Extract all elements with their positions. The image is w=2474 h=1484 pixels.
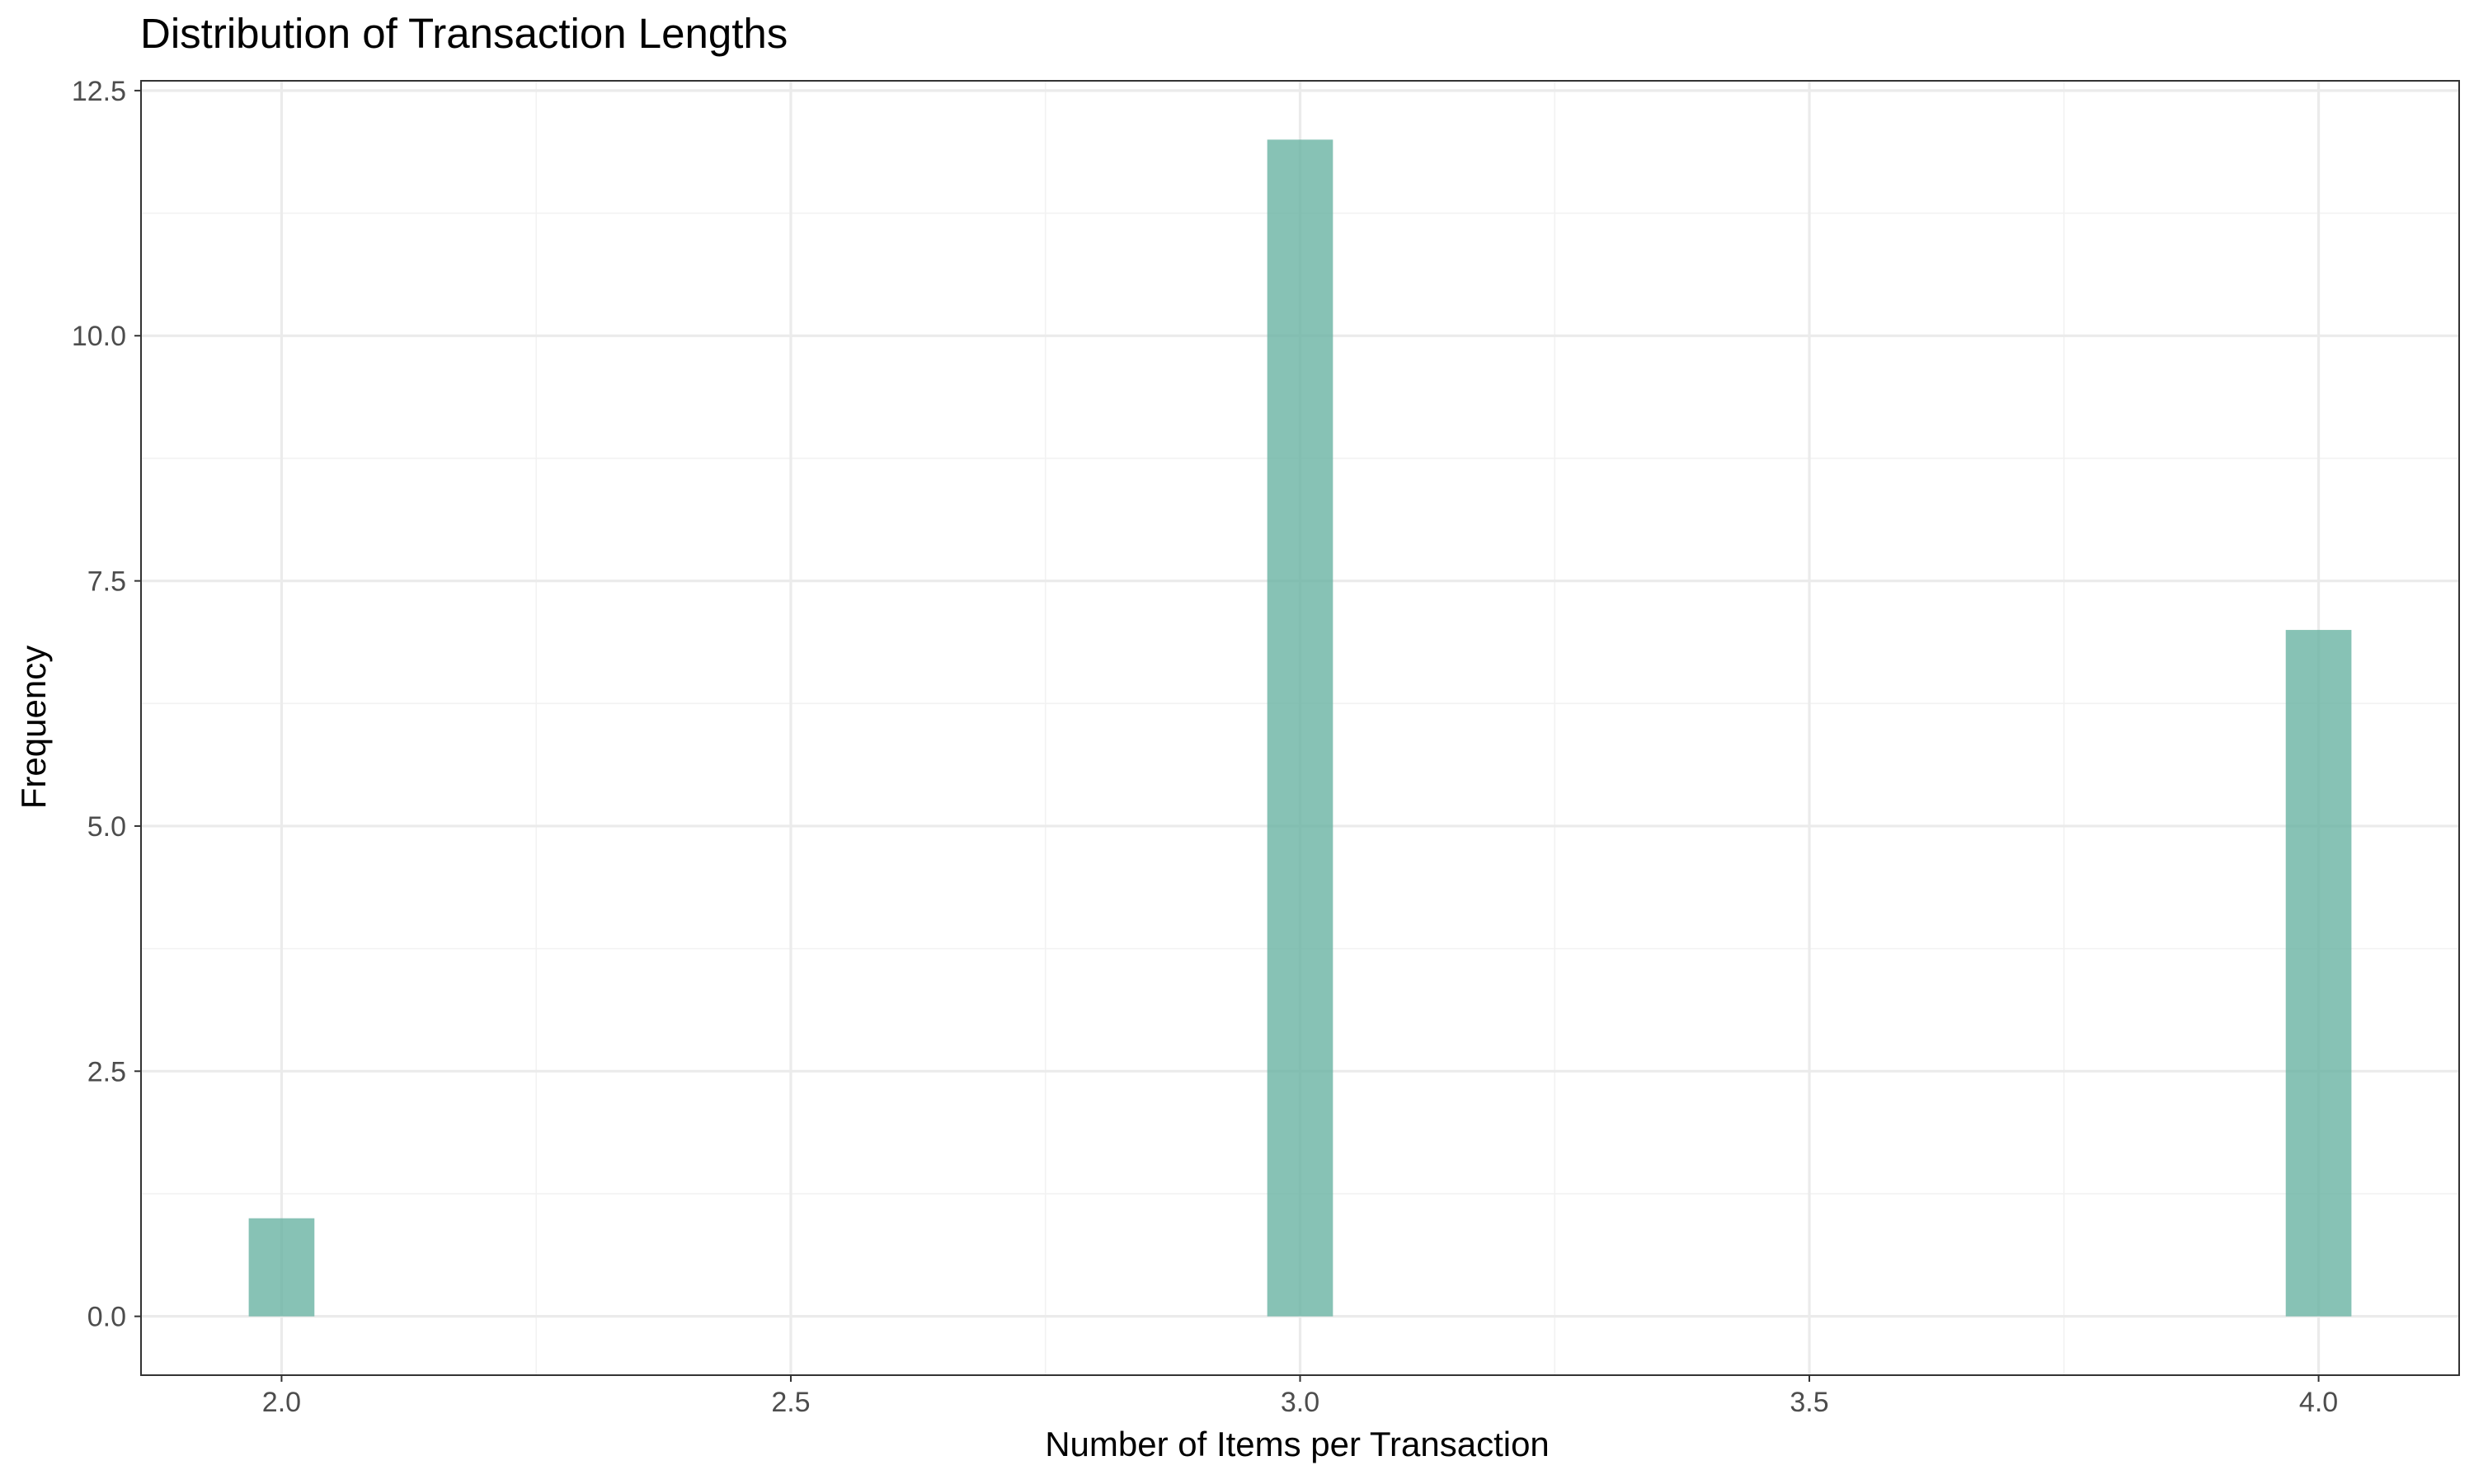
y-tick-label: 12.5 (72, 76, 126, 107)
x-tick-label: 4.0 (2299, 1387, 2338, 1418)
x-tick-label: 3.0 (1281, 1387, 1319, 1418)
x-tick-label: 2.5 (771, 1387, 810, 1418)
x-axis-ticks: 2.0 2.5 3.0 3.5 4.0 (262, 1375, 2338, 1418)
y-axis-title: Frequency (14, 646, 53, 809)
y-tick-label: 10.0 (72, 321, 126, 352)
bars (248, 139, 2352, 1317)
y-axis-ticks: 0.0 2.5 5.0 7.5 10.0 12.5 (72, 76, 141, 1333)
y-tick-label: 0.0 (87, 1302, 126, 1333)
histogram-bar (248, 1218, 315, 1317)
histogram-bar (1267, 139, 1333, 1317)
x-tick-label: 3.5 (1790, 1387, 1828, 1418)
x-axis-title: Number of Items per Transaction (1045, 1425, 1550, 1463)
chart-title: Distribution of Transaction Lengths (140, 10, 788, 57)
y-tick-label: 7.5 (87, 566, 126, 598)
y-tick-label: 2.5 (87, 1056, 126, 1087)
histogram-bar (2285, 630, 2352, 1317)
y-tick-label: 5.0 (87, 811, 126, 843)
x-tick-label: 2.0 (262, 1387, 301, 1418)
